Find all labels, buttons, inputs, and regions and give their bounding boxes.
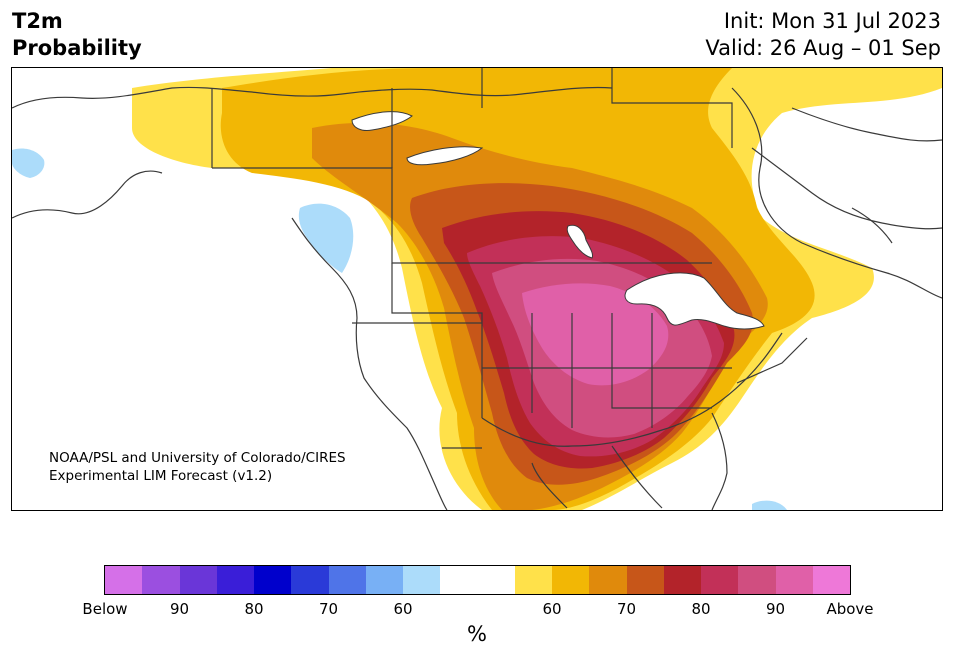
colorbar-tick-label: 90 xyxy=(169,600,190,618)
colorbar-tick-label: Above xyxy=(826,600,874,618)
colorbar-cell xyxy=(514,566,552,594)
credit-line-2: Experimental LIM Forecast (v1.2) xyxy=(49,468,273,484)
prob-zone-90-95 xyxy=(522,283,669,386)
cold-zone-south xyxy=(752,500,787,510)
colorbar-cell xyxy=(626,566,664,594)
colorbar-cell xyxy=(589,566,627,594)
credit-text: NOAA/PSL and University of Colorado/CIRE… xyxy=(49,449,346,485)
colorbar-tick-label: 80 xyxy=(691,600,711,618)
map-borders xyxy=(12,68,942,510)
colorbar-cell xyxy=(440,566,478,594)
credit-line-1: NOAA/PSL and University of Colorado/CIRE… xyxy=(49,450,346,466)
colorbar-cell xyxy=(701,566,739,594)
colorbar-cell xyxy=(775,566,813,594)
forecast-dates: Init: Mon 31 Jul 2023 Valid: 26 Aug – 01… xyxy=(705,8,941,62)
lake-winnipeg xyxy=(566,224,593,259)
forecast-map xyxy=(11,67,943,511)
map-title: T2m Probability xyxy=(12,8,142,62)
colorbar-tick-label: Below xyxy=(82,600,128,618)
colorbar-cell xyxy=(105,566,143,594)
init-date: Init: Mon 31 Jul 2023 xyxy=(723,9,941,33)
title-variable: T2m xyxy=(12,9,63,33)
colorbar-tick-label: 80 xyxy=(244,600,264,618)
colorbar-cell xyxy=(812,566,850,594)
colorbar-cell xyxy=(254,566,292,594)
colorbar-tick-label: 70 xyxy=(318,600,339,618)
lake-great-bear xyxy=(351,111,413,131)
colorbar-cell xyxy=(142,566,180,594)
colorbar-cell xyxy=(216,566,254,594)
colorbar-tick-label: 70 xyxy=(616,600,637,618)
title-type: Probability xyxy=(12,36,142,60)
probability-colorbar xyxy=(104,565,851,595)
colorbar-cell xyxy=(365,566,403,594)
colorbar-cell xyxy=(552,566,590,594)
cold-zone-alaska xyxy=(12,148,45,178)
colorbar-tick-label: 60 xyxy=(542,600,562,618)
colorbar-cell xyxy=(477,566,515,594)
lake-great-slave xyxy=(406,146,484,166)
colorbar-unit: % xyxy=(467,622,487,646)
colorbar-cell xyxy=(328,566,366,594)
lake-great-lakes xyxy=(624,272,765,330)
valid-range: Valid: 26 Aug – 01 Sep xyxy=(705,36,941,60)
cold-zone-pacific-nw xyxy=(298,203,354,273)
colorbar-cell xyxy=(179,566,217,594)
colorbar-cell xyxy=(403,566,441,594)
colorbar-cell xyxy=(663,566,701,594)
colorbar-cell xyxy=(738,566,776,594)
colorbar-cell xyxy=(291,566,329,594)
map-svg xyxy=(12,68,942,510)
colorbar-tick-label: 60 xyxy=(393,600,413,618)
colorbar-tick-label: 90 xyxy=(765,600,786,618)
